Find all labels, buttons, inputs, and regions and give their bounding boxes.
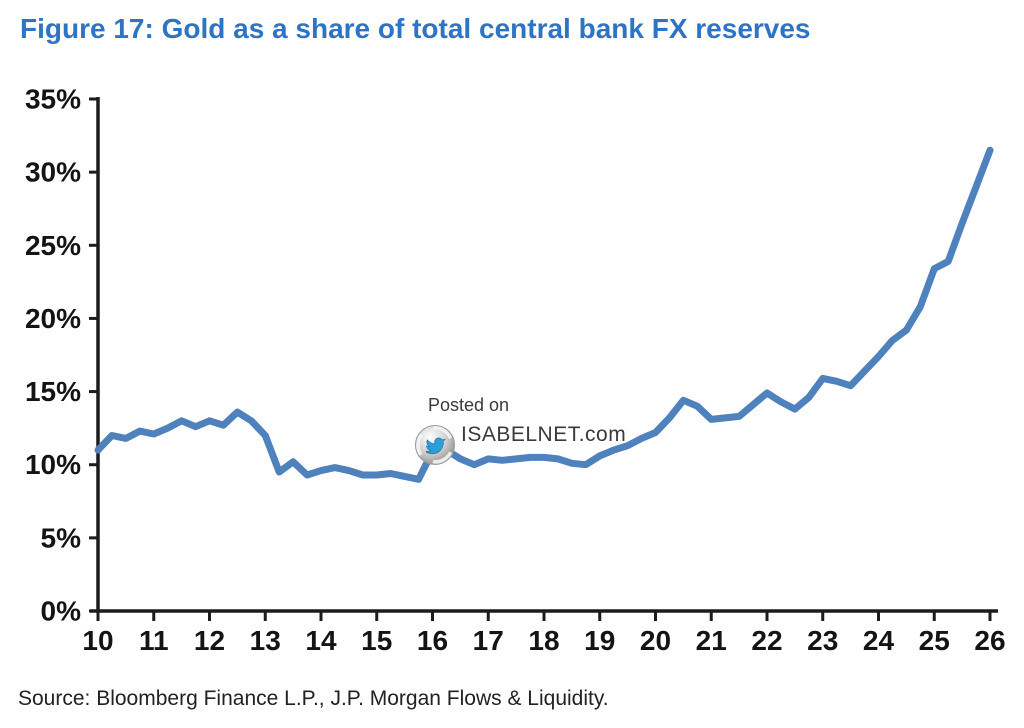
- x-tick-label: 18: [528, 625, 559, 656]
- x-tick-label: 13: [250, 625, 281, 656]
- y-tick-label: 35%: [25, 84, 81, 115]
- x-tick-label: 17: [473, 625, 504, 656]
- x-tick-label: 15: [361, 625, 392, 656]
- x-tick-label: 22: [751, 625, 782, 656]
- y-tick-label: 30%: [25, 157, 81, 188]
- watermark-site-label: ISABELNET.com: [461, 423, 627, 446]
- x-tick-label: 10: [82, 625, 113, 656]
- figure-title: Figure 17: Gold as a share of total cent…: [20, 13, 811, 44]
- y-tick-label: 15%: [25, 376, 81, 407]
- x-tick-label: 25: [919, 625, 950, 656]
- x-tick-label: 20: [640, 625, 671, 656]
- gold-share-line-chart: 0% 5% 10% 15% 20% 25% 30% 35% 10 11 12 13 14 15 16 17 18…: [25, 84, 1006, 657]
- isabelnet-logo-icon: [414, 424, 456, 466]
- x-tick-label: 24: [863, 625, 895, 656]
- y-tick-label: 10%: [25, 449, 81, 480]
- x-tick-label: 11: [139, 625, 169, 656]
- source-note: Source: Bloomberg Finance L.P., J.P. Mor…: [18, 687, 609, 710]
- watermark: Posted on ISABELNET.com: [414, 395, 644, 474]
- x-tick-label: 23: [807, 625, 838, 656]
- y-tick-label: 25%: [25, 230, 81, 261]
- x-tick-label: 21: [696, 625, 727, 656]
- watermark-posted-on-label: Posted on: [428, 395, 510, 415]
- x-tick-label: 16: [417, 625, 448, 656]
- x-tick-label: 26: [974, 625, 1005, 656]
- y-tick-label: 5%: [41, 522, 82, 553]
- y-tick-label: 20%: [25, 303, 81, 334]
- x-tick-label: 19: [584, 625, 615, 656]
- data-line-gold-share: [94, 146, 994, 483]
- x-tick-label: 14: [305, 625, 337, 656]
- x-tick-label: 12: [194, 625, 225, 656]
- y-tick-label: 0%: [41, 596, 82, 627]
